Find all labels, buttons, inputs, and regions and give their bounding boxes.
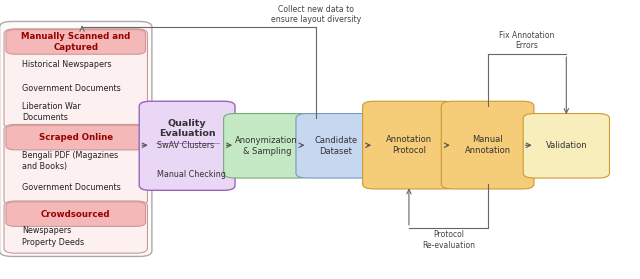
Text: Fix Annotation
Errors: Fix Annotation Errors <box>499 31 555 50</box>
FancyBboxPatch shape <box>442 101 534 189</box>
Text: Anonymization
& Sampling: Anonymization & Sampling <box>236 136 298 156</box>
Text: Quality
Evaluation: Quality Evaluation <box>159 119 216 138</box>
FancyBboxPatch shape <box>4 201 147 253</box>
Text: Crowdsourced: Crowdsourced <box>41 210 111 218</box>
Text: Bengali PDF (Magazines
and Books): Bengali PDF (Magazines and Books) <box>22 151 118 171</box>
FancyBboxPatch shape <box>6 125 145 150</box>
FancyBboxPatch shape <box>4 29 147 129</box>
Text: Manually Scanned and
Captured: Manually Scanned and Captured <box>21 32 131 52</box>
Text: Government Documents: Government Documents <box>22 84 120 93</box>
Text: Collect new data to
ensure layout diversity: Collect new data to ensure layout divers… <box>271 5 361 24</box>
FancyBboxPatch shape <box>296 114 376 178</box>
Text: Candidate
Dataset: Candidate Dataset <box>314 136 358 156</box>
Text: Manual
Annotation: Manual Annotation <box>465 135 511 155</box>
Text: Annotation
Protocol: Annotation Protocol <box>386 135 432 155</box>
FancyBboxPatch shape <box>223 114 310 178</box>
FancyBboxPatch shape <box>6 202 145 226</box>
Text: Historical Newspapers: Historical Newspapers <box>22 60 111 69</box>
Text: Scraped Online: Scraped Online <box>38 133 113 142</box>
FancyBboxPatch shape <box>523 114 609 178</box>
Text: Property Deeds: Property Deeds <box>22 238 84 247</box>
FancyBboxPatch shape <box>0 21 152 256</box>
Text: Newspapers: Newspapers <box>22 226 71 235</box>
FancyBboxPatch shape <box>6 30 145 54</box>
FancyBboxPatch shape <box>4 124 147 205</box>
Text: SwAV Clusters

Manual Checking: SwAV Clusters Manual Checking <box>157 141 226 179</box>
Text: Government Documents: Government Documents <box>22 183 120 192</box>
Text: Liberation War
Documents: Liberation War Documents <box>22 102 81 122</box>
Text: Protocol
Re-evaluation: Protocol Re-evaluation <box>422 230 475 250</box>
Text: Validation: Validation <box>545 141 587 150</box>
FancyBboxPatch shape <box>363 101 455 189</box>
FancyBboxPatch shape <box>140 101 235 190</box>
